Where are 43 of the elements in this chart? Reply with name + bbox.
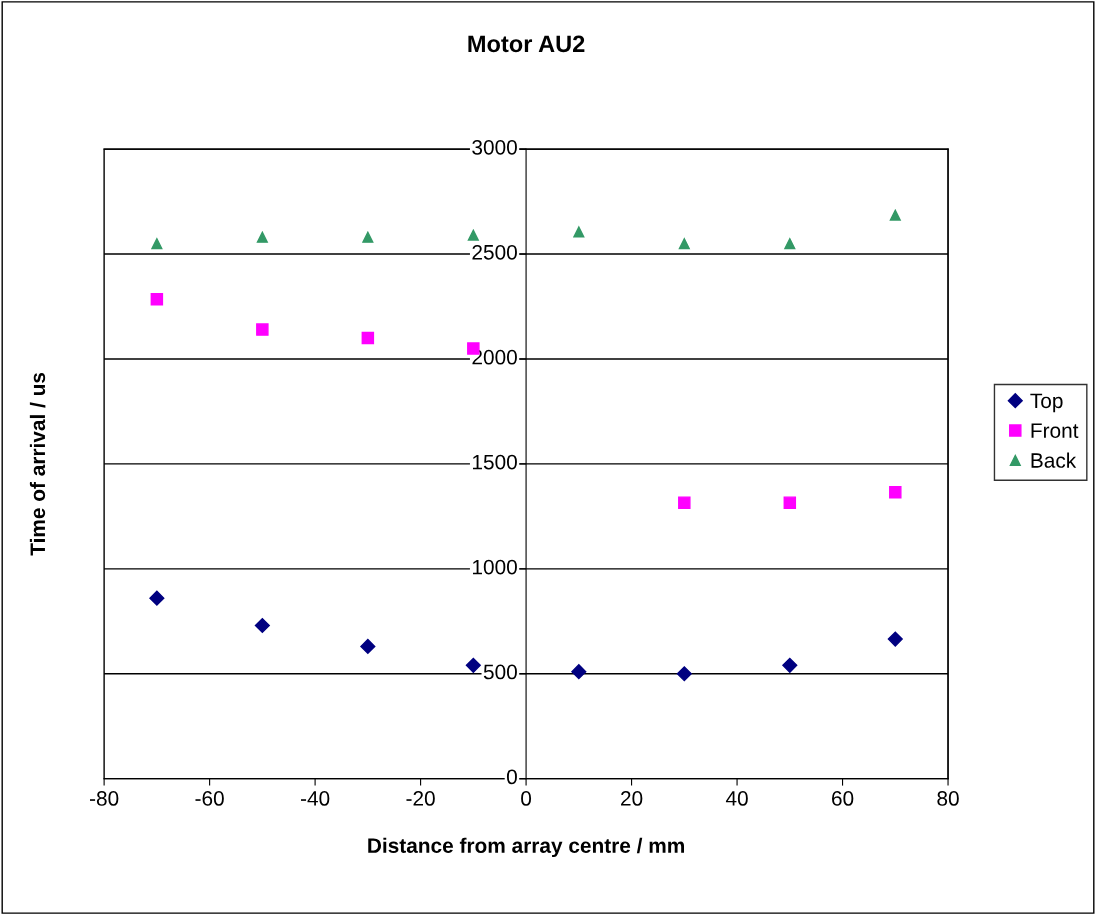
point	[362, 231, 374, 243]
x-tick-label: 80	[937, 791, 959, 806]
x-tick-label: -60	[195, 791, 224, 806]
point	[573, 226, 585, 238]
x-tick-label: -20	[406, 791, 435, 806]
y-tick-label: 1000	[472, 559, 517, 575]
point	[151, 238, 163, 250]
point	[571, 664, 587, 680]
y-tick-label: 2500	[472, 244, 517, 260]
x-tick-label: -40	[300, 791, 330, 806]
point	[465, 657, 481, 673]
point	[783, 496, 797, 509]
point	[678, 238, 690, 250]
x-tick-label: 40	[725, 791, 748, 806]
y-tick-label: 1500	[472, 454, 517, 470]
y-tick-label: 500	[483, 664, 517, 680]
x-tick-label: 20	[621, 791, 643, 806]
legend-label: Top	[1030, 393, 1063, 413]
legend-label: Back	[1031, 452, 1077, 468]
x-tick-label: 0	[521, 791, 532, 806]
point	[887, 631, 903, 647]
y-tick-label: 0	[506, 769, 517, 785]
point	[467, 229, 479, 241]
point	[150, 292, 164, 306]
point	[784, 238, 796, 250]
point	[149, 590, 165, 606]
point	[782, 657, 798, 673]
point	[256, 231, 268, 243]
point	[361, 331, 375, 345]
y-axis-title: Time of arrival / us	[29, 372, 46, 556]
point	[889, 485, 902, 499]
x-axis-title: Distance from array centre / mm	[368, 837, 685, 858]
point	[676, 666, 692, 682]
point	[254, 617, 270, 634]
point	[360, 638, 376, 655]
point	[889, 209, 901, 221]
x-tick-label: -80	[89, 791, 119, 806]
point	[256, 323, 269, 336]
x-tick-label: 60	[832, 791, 854, 806]
legend-label: Front	[1031, 423, 1079, 439]
chart-title: Motor AU2	[468, 35, 585, 53]
y-tick-label: 3000	[472, 139, 517, 155]
point	[678, 496, 691, 509]
